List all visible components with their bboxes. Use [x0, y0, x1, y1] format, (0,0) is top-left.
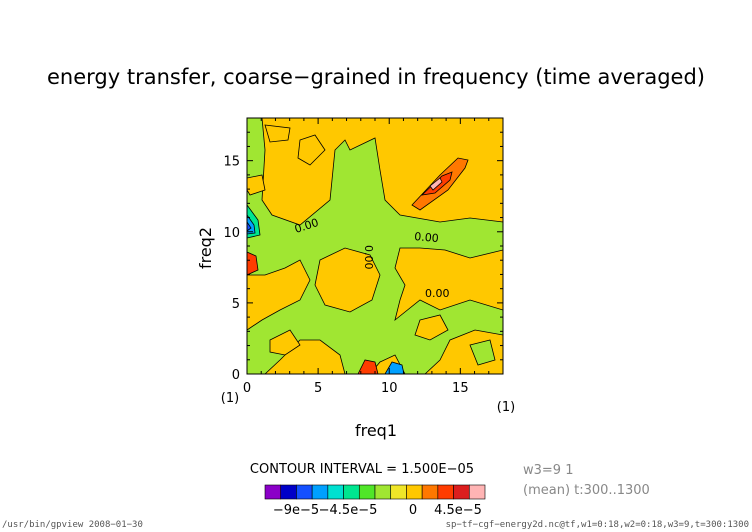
negative-feature: [247, 204, 261, 239]
x-axis-label: freq1: [355, 421, 397, 440]
positive-feature: [411, 157, 469, 211]
side-info-line-1: w3=9 1: [523, 463, 573, 478]
plot-area: [247, 118, 503, 374]
colorbar-tick-label: −4.5e−5: [319, 503, 378, 518]
colorbar-swatch: [280, 484, 297, 500]
colorbar-swatch: [374, 484, 392, 500]
y-tick-label: 10: [223, 226, 240, 241]
chart-title: energy transfer, coarse−grained in frequ…: [47, 65, 705, 89]
y-tick-label: 0: [232, 368, 240, 383]
side-info-line-2: (mean) t:300..1300: [523, 483, 650, 498]
y-tick-label: 5: [232, 297, 240, 312]
y-unit-label: (1): [221, 391, 239, 406]
colorbar-swatch: [468, 484, 486, 500]
x-unit-label: (1): [497, 400, 515, 415]
footer-left: /usr/bin/gpview 2008−01−30: [2, 520, 143, 530]
colorbar-swatch: [343, 484, 360, 500]
x-tick-label: 5: [314, 381, 322, 396]
contour-label: 0.00: [425, 287, 450, 300]
positive-spot-bottom: [357, 359, 379, 374]
contour-interval-text: CONTOUR INTERVAL = 1.500E−05: [250, 462, 474, 477]
colorbar-tick-label: −9e−5: [273, 503, 319, 518]
contour-labels: 0.00 0.00 0.00 0.00: [293, 216, 450, 300]
y-tick-label: 15: [223, 155, 240, 170]
colorbar-tick-label: 4.5e−5: [434, 503, 482, 518]
colorbar-swatch: [390, 484, 407, 500]
colorbar-tick-label: 0: [409, 503, 417, 518]
zero-level-band: [247, 118, 503, 374]
colorbar: [264, 484, 486, 500]
colorbar-swatch: [311, 484, 329, 500]
contour-label: 0.00: [362, 245, 375, 270]
colorbar-swatch: [296, 484, 313, 500]
x-tick-label: 10: [381, 381, 398, 396]
colorbar-swatch: [358, 484, 376, 500]
colorbar-swatch: [406, 484, 423, 500]
negative-spot-bottom: [384, 361, 405, 374]
colorbar-swatch: [437, 484, 454, 500]
colorbar-swatch: [327, 484, 344, 500]
x-tick-label: 15: [452, 381, 469, 396]
colorbar-tick-labels: −9e−5 −4.5e−5 0 4.5e−5: [273, 503, 482, 518]
footer-right: sp−tf−cgf−energy2d.nc@tf,w1=0:18,w2=0:18…: [446, 520, 749, 530]
y-axis-label: freq2: [196, 227, 215, 269]
contour-label: 0.00: [414, 230, 440, 245]
colorbar-swatch: [264, 484, 282, 500]
colorbar-swatch: [421, 484, 439, 500]
axis-ticks: 0 5 10 15 0 5 10 15: [223, 117, 504, 396]
positive-spot-left: [247, 251, 259, 276]
x-tick-label: 0: [243, 381, 251, 396]
colorbar-swatch: [453, 484, 470, 500]
